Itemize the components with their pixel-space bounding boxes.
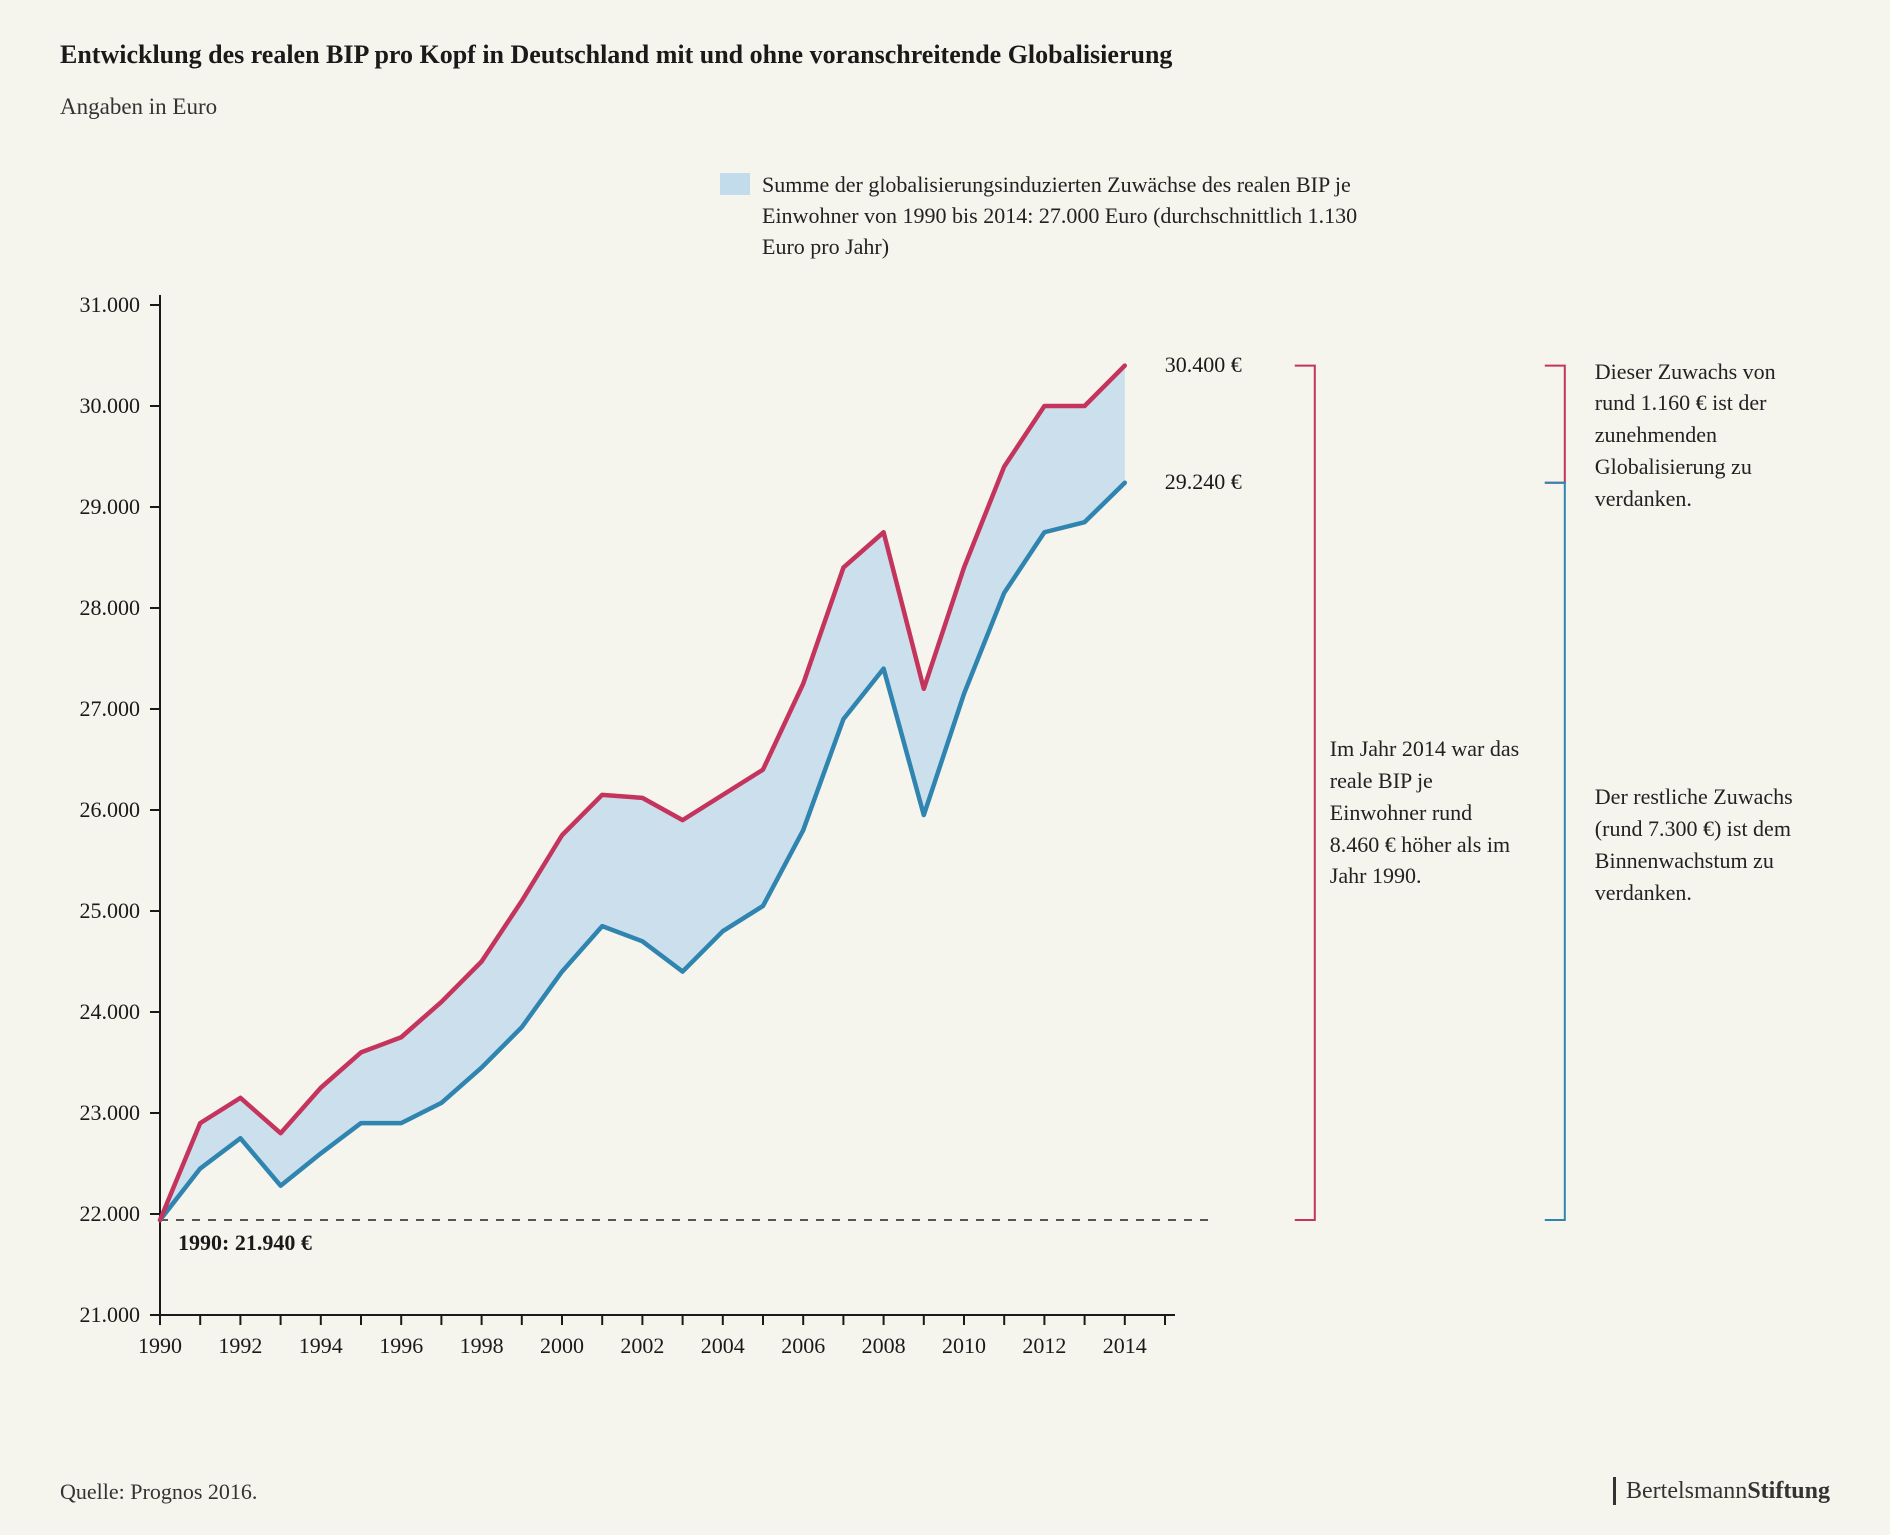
svg-text:2000: 2000 <box>540 1333 584 1358</box>
svg-text:21.000: 21.000 <box>80 1302 141 1327</box>
brand-bold: Stiftung <box>1747 1478 1830 1504</box>
svg-text:26.000: 26.000 <box>80 797 141 822</box>
source-text: Quelle: Prognos 2016. <box>60 1479 257 1505</box>
baseline-label: 1990: 21.940 € <box>178 1230 312 1256</box>
svg-text:27.000: 27.000 <box>80 696 141 721</box>
brand-pipe-icon <box>1613 1477 1616 1505</box>
svg-text:2008: 2008 <box>862 1333 906 1358</box>
legend-swatch <box>720 173 750 195</box>
chart-container: 21.000 22.000 23.000 24.000 25.000 26.000 27.0… <box>60 140 1830 1420</box>
svg-text:1990: 1990 <box>138 1333 182 1358</box>
annotation-globalization: Dieser Zuwachs von rund 1.160 € ist der … <box>1595 356 1805 515</box>
chart-svg: 21.000 22.000 23.000 24.000 25.000 26.000 27.0… <box>60 140 1830 1420</box>
svg-text:2006: 2006 <box>781 1333 825 1358</box>
legend-text: Summe der globalisierungsinduzierten Zuw… <box>762 170 1380 262</box>
legend: Summe der globalisierungsinduzierten Zuw… <box>720 170 1380 262</box>
svg-text:1998: 1998 <box>460 1333 504 1358</box>
svg-text:1992: 1992 <box>218 1333 262 1358</box>
svg-text:28.000: 28.000 <box>80 595 141 620</box>
svg-text:2004: 2004 <box>701 1333 745 1358</box>
svg-text:2010: 2010 <box>942 1333 986 1358</box>
brand-logo: BertelsmannStiftung <box>1613 1477 1830 1505</box>
annotation-center: Im Jahr 2014 war das reale BIP je Einwoh… <box>1330 733 1520 892</box>
svg-text:1994: 1994 <box>299 1333 343 1358</box>
chart-title: Entwicklung des realen BIP pro Kopf in D… <box>60 40 1830 70</box>
svg-text:23.000: 23.000 <box>80 1100 141 1125</box>
svg-text:1996: 1996 <box>379 1333 423 1358</box>
svg-text:31.000: 31.000 <box>80 292 141 317</box>
svg-text:2002: 2002 <box>620 1333 664 1358</box>
svg-text:25.000: 25.000 <box>80 898 141 923</box>
svg-text:22.000: 22.000 <box>80 1201 141 1226</box>
svg-text:2014: 2014 <box>1103 1333 1147 1358</box>
end-value-top: 30.400 € <box>1165 352 1242 378</box>
chart-subtitle: Angaben in Euro <box>60 94 1830 120</box>
end-value-bottom: 29.240 € <box>1165 469 1242 495</box>
svg-text:2012: 2012 <box>1022 1333 1066 1358</box>
brand-thin: Bertelsmann <box>1626 1478 1747 1504</box>
svg-text:29.000: 29.000 <box>80 494 141 519</box>
svg-text:24.000: 24.000 <box>80 999 141 1024</box>
svg-text:30.000: 30.000 <box>80 393 141 418</box>
annotation-domestic: Der restliche Zuwachs (rund 7.300 €) ist… <box>1595 781 1805 909</box>
